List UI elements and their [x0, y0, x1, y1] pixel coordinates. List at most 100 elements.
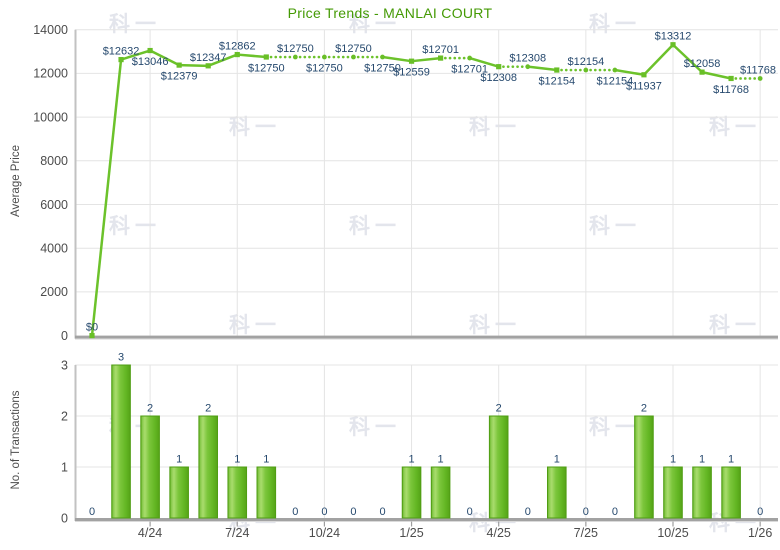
- price-point-marker[interactable]: [322, 54, 327, 60]
- price-point-marker[interactable]: [496, 64, 502, 70]
- tx-bar-label: 0: [467, 506, 473, 518]
- price-point-marker[interactable]: [118, 56, 124, 63]
- price-data-label: $12632: [103, 46, 140, 58]
- x-tick-label: 10/24: [309, 526, 340, 540]
- tx-bar-label: 2: [496, 403, 502, 415]
- price-point-marker[interactable]: [408, 58, 415, 64]
- price-point-marker[interactable]: [176, 62, 182, 68]
- price-point-marker[interactable]: [525, 64, 531, 70]
- price-ytick-label: 12000: [33, 67, 68, 81]
- tx-bar[interactable]: [111, 364, 131, 519]
- price-point-marker[interactable]: [205, 63, 211, 69]
- price-point-marker[interactable]: [89, 333, 95, 339]
- tx-bar[interactable]: [256, 466, 277, 519]
- watermark-text: 科一: [349, 415, 401, 439]
- price-axis-title: Average Price: [10, 144, 22, 218]
- tx-bar[interactable]: [227, 466, 248, 519]
- tx-bar-label: 1: [438, 454, 444, 466]
- price-data-label: $12379: [161, 71, 198, 83]
- tx-bar-label: 1: [554, 454, 560, 466]
- watermark-text: 科一: [109, 214, 161, 238]
- tx-bar-label: 1: [670, 454, 676, 466]
- price-axis-line: [75, 338, 778, 340]
- tx-bar-label: 0: [89, 506, 95, 518]
- price-line-segment: [672, 43, 703, 74]
- watermark-text: 科一: [109, 12, 161, 36]
- price-data-label: $12154: [567, 56, 604, 68]
- tx-bar-label: 0: [379, 506, 385, 518]
- price-data-label: $12701: [422, 44, 459, 56]
- price-point-marker[interactable]: [380, 54, 385, 60]
- tx-bar-label: 0: [612, 506, 618, 518]
- price-ytick-label: 4000: [40, 242, 68, 256]
- price-ytick-label: 2000: [40, 285, 68, 299]
- price-point-marker[interactable]: [554, 67, 560, 73]
- tx-bar[interactable]: [401, 466, 422, 519]
- price-data-label: $12154: [538, 76, 575, 88]
- tx-bar[interactable]: [430, 466, 451, 519]
- tx-bar-label: 0: [757, 506, 763, 518]
- tx-bar[interactable]: [140, 415, 160, 519]
- transactions-axis-title: No. of Transactions: [10, 390, 22, 490]
- price-data-label: $12058: [684, 58, 721, 70]
- price-point-marker[interactable]: [612, 67, 618, 73]
- price-point-marker[interactable]: [263, 54, 269, 60]
- price-data-label: $12750: [306, 63, 343, 75]
- tx-ytick-label: 2: [61, 409, 68, 423]
- price-point-marker[interactable]: [757, 76, 763, 81]
- price-line-segment: [179, 63, 209, 68]
- watermark-text: 科一: [469, 115, 521, 139]
- price-data-label: $13312: [655, 31, 692, 43]
- price-point-marker[interactable]: [351, 54, 356, 60]
- price-data-label: $12347: [190, 52, 227, 64]
- tx-bar-label: 0: [292, 506, 298, 518]
- watermark-text: 科一: [589, 12, 641, 36]
- watermark-text: 科一: [589, 415, 641, 439]
- price-point-marker[interactable]: [670, 42, 676, 48]
- price-point-marker[interactable]: [641, 72, 647, 78]
- price-point-marker[interactable]: [699, 69, 705, 75]
- watermark-text: 科一: [709, 115, 761, 139]
- x-tick-label: 4/24: [138, 526, 162, 540]
- price-point-marker[interactable]: [438, 55, 444, 61]
- tx-bar[interactable]: [547, 466, 567, 519]
- price-data-label: $12308: [480, 72, 517, 84]
- tx-bar[interactable]: [721, 466, 741, 519]
- price-data-label: $12308: [509, 53, 546, 65]
- watermark-text: 科一: [469, 313, 521, 337]
- price-data-label: $11768: [740, 64, 776, 76]
- tx-bar[interactable]: [663, 466, 683, 519]
- tx-bar-label: 1: [263, 454, 269, 466]
- price-point-marker[interactable]: [234, 51, 240, 58]
- price-point-marker[interactable]: [292, 54, 298, 60]
- price-point-marker[interactable]: [728, 75, 734, 82]
- tx-axis-line: [75, 518, 778, 521]
- x-tick-label: 4/25: [487, 526, 511, 540]
- price-data-label: $12559: [393, 67, 430, 79]
- tx-ytick-label: 3: [61, 358, 68, 372]
- price-point-marker[interactable]: [583, 67, 589, 73]
- price-point-marker[interactable]: [147, 47, 153, 54]
- tx-bar[interactable]: [198, 415, 218, 519]
- tx-bar-label: 2: [641, 403, 647, 415]
- tx-bar-label: 1: [234, 454, 240, 466]
- price-line-segment: [149, 49, 180, 67]
- tx-bar-label: 3: [118, 352, 124, 364]
- tx-bar-label: 0: [583, 506, 589, 518]
- price-line-segment: [90, 59, 123, 336]
- x-tick-label: 1/26: [748, 526, 772, 540]
- tx-bar[interactable]: [169, 466, 189, 519]
- price-data-label: $12750: [277, 43, 314, 55]
- price-data-label: $12154: [597, 76, 634, 88]
- tx-bar-label: 1: [408, 454, 414, 466]
- tx-bar[interactable]: [634, 415, 654, 519]
- price-data-label: $11937: [626, 80, 662, 92]
- price-data-label: $13046: [132, 56, 169, 68]
- price-point-marker[interactable]: [467, 55, 473, 61]
- tx-bar[interactable]: [488, 415, 509, 519]
- tx-bar[interactable]: [692, 466, 712, 519]
- price-line-segment: [614, 68, 645, 77]
- watermark-text: 科一: [349, 12, 401, 36]
- tx-bar-label: 0: [321, 506, 327, 518]
